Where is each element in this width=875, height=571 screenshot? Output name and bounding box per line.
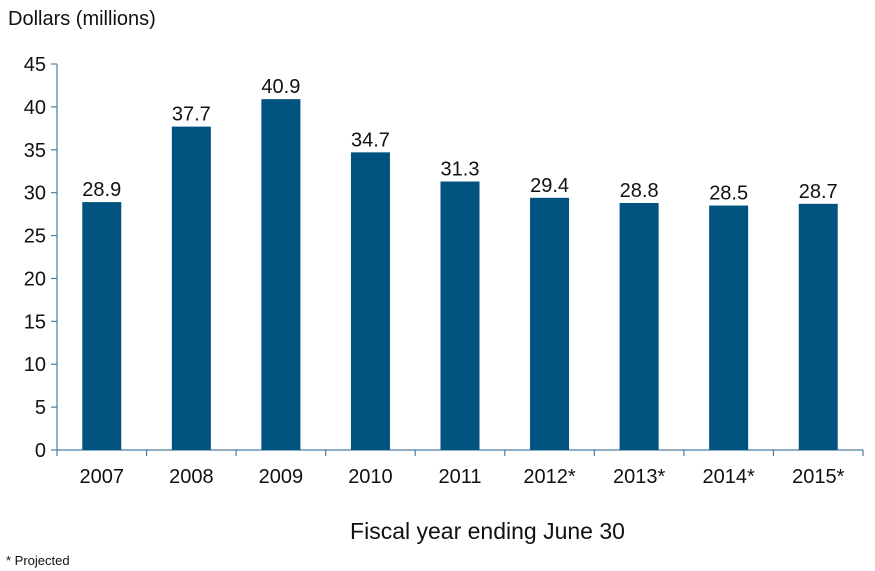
x-tick-label: 2013*: [613, 466, 665, 488]
y-tick-label: 35: [24, 140, 46, 162]
y-tick-label: 45: [24, 54, 46, 76]
x-tick-label: 2010: [348, 466, 393, 488]
bar: [350, 152, 390, 450]
y-tick-label: 30: [24, 183, 46, 205]
data-label: 28.8: [620, 180, 659, 202]
x-tick-label: 2009: [259, 466, 304, 488]
data-label: 34.7: [351, 129, 390, 151]
y-tick-label: 25: [24, 226, 46, 248]
x-tick-label: 2012*: [523, 466, 575, 488]
data-label: 29.4: [530, 175, 569, 197]
x-axis: 2007 2008 2009 2010 2011 2012* 2013* 2014* 2015*: [56, 449, 864, 488]
x-tick-label: 2015*: [792, 466, 844, 488]
bar: [82, 202, 122, 450]
y-tick-label: 40: [24, 97, 46, 119]
data-labels-group: 28.9 37.7 40.9 34.7 31.3 29.4 28.8 28.5 28.7: [82, 76, 837, 204]
y-tick-label: 0: [35, 440, 46, 462]
footnote: * Projected: [6, 553, 70, 568]
bar: [261, 99, 301, 451]
data-label: 28.7: [799, 181, 838, 203]
y-tick-label: 5: [35, 397, 46, 419]
y-tick-label: 10: [24, 354, 46, 376]
bar: [709, 205, 749, 450]
bar: [530, 197, 570, 450]
y-axis: 0 5 10 15 20 25 30 35 40 45: [24, 54, 58, 462]
x-tick-label: 2007: [80, 466, 125, 488]
data-label: 37.7: [172, 104, 211, 126]
bar: [619, 202, 659, 450]
y-tick-label: 20: [24, 268, 46, 290]
bars-group: [82, 99, 838, 451]
data-label: 28.5: [709, 183, 748, 205]
bar: [171, 126, 211, 451]
y-tick-label: 15: [24, 311, 46, 333]
bar: [440, 181, 480, 450]
bar: [798, 203, 838, 450]
x-tick-label: 2014*: [703, 466, 755, 488]
x-tick-label: 2011: [438, 466, 481, 488]
data-label: 40.9: [261, 76, 300, 98]
data-label: 28.9: [82, 179, 121, 201]
x-tick-label: 2008: [169, 466, 214, 488]
x-axis-label: Fiscal year ending June 30: [350, 518, 625, 544]
data-label: 31.3: [441, 159, 480, 181]
y-axis-label: Dollars (millions): [8, 8, 156, 30]
